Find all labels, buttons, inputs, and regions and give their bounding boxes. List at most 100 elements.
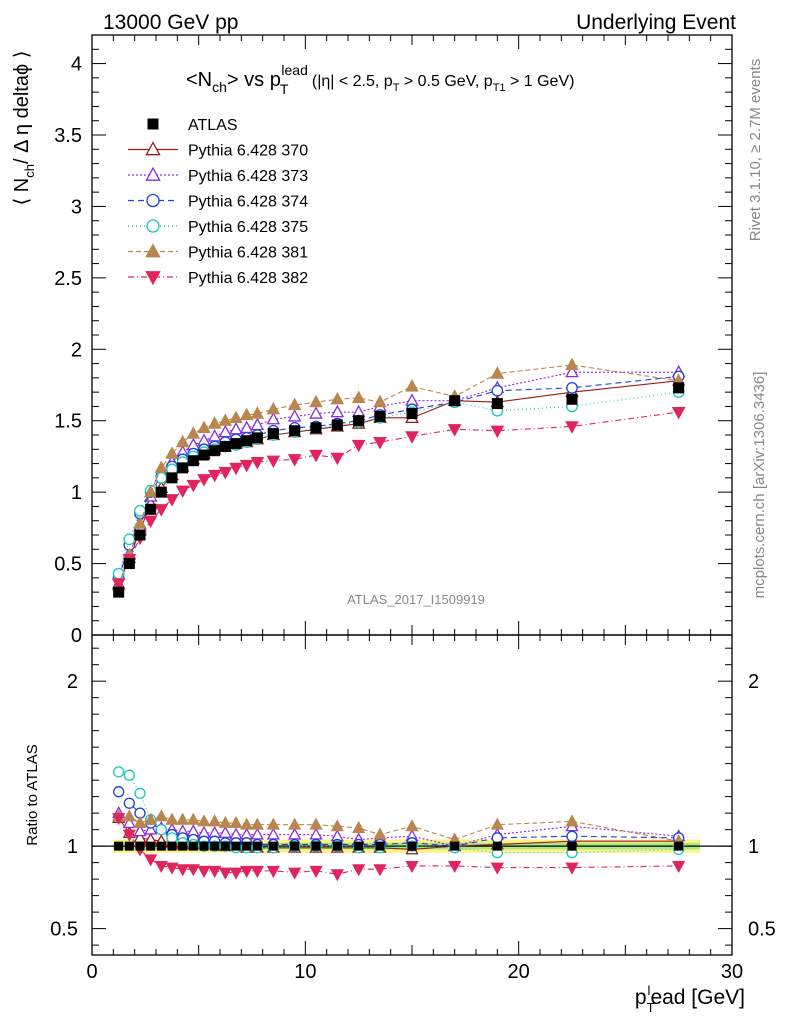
ratio-point — [208, 814, 222, 827]
header-right: Underlying Event — [576, 11, 736, 34]
ratio-point — [154, 809, 168, 822]
ratio-point — [155, 823, 167, 836]
data-point — [143, 515, 158, 529]
ratio-point — [266, 817, 280, 830]
legend-marker — [145, 271, 161, 286]
data-point — [565, 421, 579, 434]
data-point — [154, 460, 169, 473]
x-tick-label: 10 — [294, 961, 316, 983]
legend-item: ATLAS — [147, 117, 238, 134]
main-panel: 0 0.5 1 1.5 2 2.5 3 3.5 4 — [54, 34, 733, 647]
ratio-point — [288, 827, 302, 840]
legend-marker — [146, 193, 160, 208]
data-point — [351, 439, 366, 453]
legend: ATLAS Pythia 6.428 370 Pythia 6.428 373 Pyt… — [128, 117, 308, 287]
data-point — [250, 457, 265, 470]
ratio-y-axis-label: Ratio to ATLAS — [24, 744, 41, 845]
data-point — [219, 440, 231, 452]
data-point — [566, 382, 578, 394]
ratio-point — [154, 860, 168, 874]
ratio-point — [165, 862, 179, 875]
ratio-point — [288, 867, 302, 880]
ratio-point — [492, 841, 502, 851]
header-left: 13000 GeV pp — [103, 11, 238, 34]
data-point — [186, 426, 201, 439]
ratio-point — [490, 862, 504, 875]
y-tick-label: 1.5 — [54, 411, 82, 433]
ratio-point — [208, 865, 222, 878]
ratio-point — [242, 841, 252, 851]
ratio-point — [178, 841, 188, 851]
data-point — [111, 578, 126, 591]
ratio-point — [176, 864, 190, 877]
ratio-point — [309, 827, 323, 840]
ratio-point — [134, 787, 146, 800]
data-point — [374, 410, 386, 422]
ratio-point — [290, 841, 300, 851]
data-point — [145, 503, 157, 515]
data-point — [134, 529, 146, 541]
ratio-y-tick-label-right: 1 — [748, 836, 759, 858]
x-tick-label: 20 — [508, 961, 530, 983]
data-point — [331, 419, 343, 431]
data-point — [123, 558, 135, 570]
ratio-point — [166, 832, 178, 844]
legend-marker — [145, 166, 161, 181]
ratio-point — [330, 869, 344, 882]
data-point — [490, 366, 505, 379]
legend-label: ATLAS — [188, 117, 238, 134]
ratio-series-atlas — [114, 841, 684, 851]
ratio-point — [450, 841, 460, 851]
ratio-point — [186, 864, 200, 877]
data-point — [239, 407, 254, 421]
data-point — [229, 462, 243, 476]
ratio-point — [352, 820, 366, 833]
legend-label: Pythia 6.428 381 — [188, 245, 308, 262]
data-point — [671, 407, 686, 420]
data-point — [405, 379, 419, 392]
data-point — [175, 485, 190, 499]
x-tick-label: 30 — [721, 961, 743, 983]
ratio-point — [674, 841, 684, 851]
data-point — [133, 516, 147, 529]
data-point — [229, 410, 243, 423]
x-axis-label: pTlead [GeV] — [635, 983, 745, 1015]
ratio-point — [197, 865, 211, 878]
data-point — [198, 449, 210, 461]
ratio-y-tick-label-right: 0.5 — [748, 919, 776, 941]
data-point — [353, 415, 365, 427]
data-point — [177, 462, 189, 474]
legend-label: Pythia 6.428 370 — [188, 143, 308, 160]
data-point — [218, 467, 233, 480]
data-point — [250, 406, 265, 419]
ratio-point — [165, 812, 179, 825]
ratio-point — [268, 841, 278, 851]
ratio-point — [188, 841, 198, 851]
ratio-point — [288, 817, 302, 830]
ratio-point — [144, 854, 158, 867]
data-point — [491, 384, 504, 397]
ratio-point — [250, 827, 264, 840]
ratio-point — [144, 812, 158, 825]
data-point — [250, 417, 265, 431]
ratio-point — [565, 814, 579, 827]
data-point — [113, 586, 125, 598]
y-tick-label: 3 — [71, 196, 82, 218]
data-point — [309, 406, 323, 419]
ratio-point — [122, 815, 136, 829]
ratio-point — [156, 841, 166, 851]
series-pythia-6-428-382 — [111, 407, 686, 591]
ratio-point — [672, 860, 686, 874]
data-point — [197, 420, 211, 433]
ratio-series-pythia-6-428-381 — [112, 809, 686, 847]
data-point — [207, 429, 222, 442]
ratio-series-pythia-6-428-382 — [112, 813, 686, 882]
ratio-point — [218, 867, 232, 880]
data-point — [373, 437, 387, 450]
data-point — [490, 425, 505, 439]
legend-label: Pythia 6.428 382 — [188, 270, 308, 287]
data-point — [287, 409, 302, 422]
data-point — [209, 445, 221, 457]
ratio-point — [266, 865, 280, 878]
data-point — [155, 472, 168, 484]
